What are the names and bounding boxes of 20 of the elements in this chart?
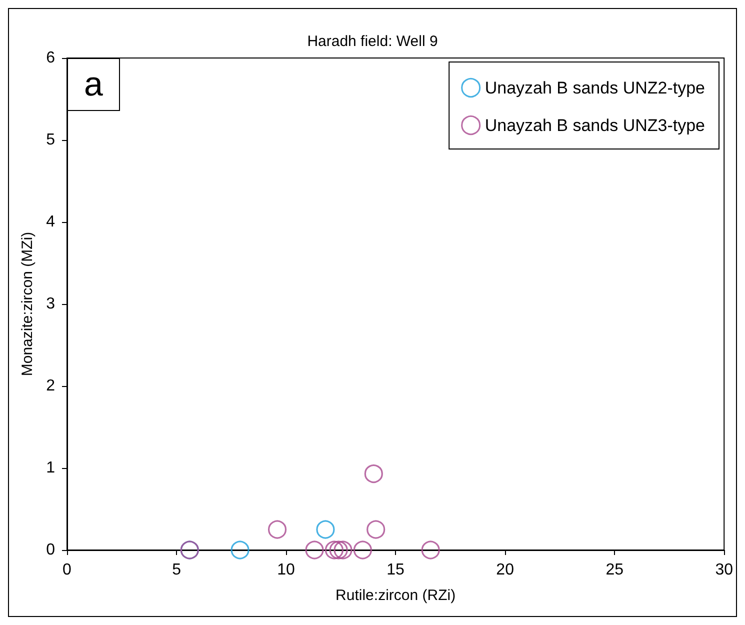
x-axis-title: Rutile:zircon (RZi) <box>336 587 456 604</box>
chart-title: Haradh field: Well 9 <box>307 33 438 50</box>
x-tick-label: 0 <box>62 562 72 578</box>
y-tick-label: 0 <box>46 542 56 558</box>
y-tick-label: 4 <box>46 214 56 230</box>
y-tick-label: 6 <box>46 50 56 66</box>
x-tick-label: 10 <box>277 562 296 578</box>
legend-label: Unayzah B sands UNZ2-type <box>484 78 706 98</box>
y-tick-label: 2 <box>46 378 56 394</box>
y-tick-label: 5 <box>46 132 56 148</box>
x-tick-label: 30 <box>715 562 734 578</box>
x-tick-label: 20 <box>496 562 514 578</box>
x-tick-label: 25 <box>606 562 624 578</box>
y-axis-title: Monazite:zircon (MZi) <box>19 232 36 376</box>
x-tick-label: 15 <box>386 562 405 578</box>
legend-label: Unayzah B sands UNZ3-type <box>484 116 706 135</box>
annotation: a <box>84 66 104 104</box>
y-tick-label: 1 <box>46 460 56 476</box>
x-tick-label: 5 <box>172 562 182 578</box>
y-tick-label: 3 <box>46 296 56 312</box>
